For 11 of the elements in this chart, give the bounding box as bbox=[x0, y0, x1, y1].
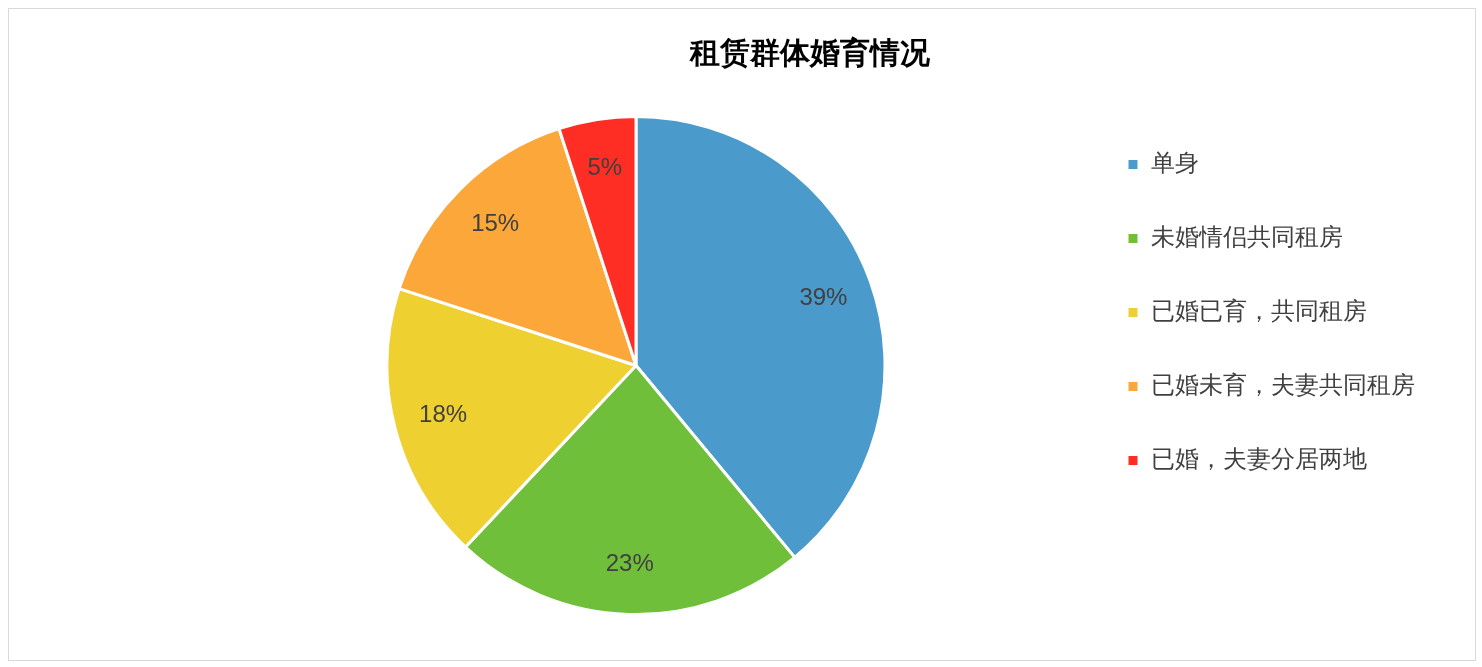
data-label: 5% bbox=[587, 153, 623, 181]
legend-label: 未婚情侣共同租房 bbox=[1151, 222, 1343, 251]
legend-label: 单身 bbox=[1151, 148, 1199, 177]
chart-title: 租赁群体婚育情况 bbox=[689, 34, 931, 70]
legend-label: 已婚已育，共同租房 bbox=[1151, 296, 1367, 325]
data-label: 18% bbox=[419, 399, 468, 427]
legend-label: 已婚未育，夫妻共同租房 bbox=[1151, 370, 1415, 399]
legend-label: 已婚，夫妻分居两地 bbox=[1151, 444, 1367, 473]
data-label: 39% bbox=[799, 282, 848, 310]
data-label: 15% bbox=[471, 209, 520, 237]
data-label: 23% bbox=[605, 549, 654, 577]
